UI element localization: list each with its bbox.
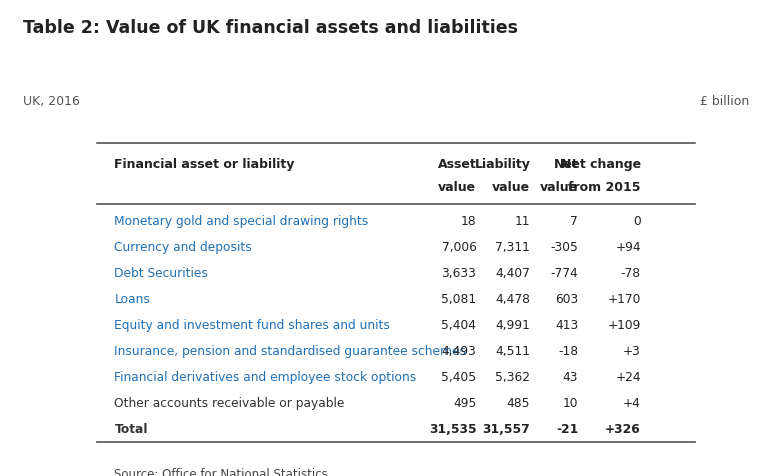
Text: Liability: Liability (474, 158, 530, 171)
Text: 31,557: 31,557 (482, 423, 530, 436)
Text: 43: 43 (563, 371, 578, 384)
Text: +109: +109 (608, 319, 641, 332)
Text: 5,405: 5,405 (442, 371, 476, 384)
Text: Financial asset or liability: Financial asset or liability (114, 158, 295, 171)
Text: value: value (438, 181, 476, 194)
Text: Loans: Loans (114, 293, 151, 306)
Text: 7,311: 7,311 (496, 241, 530, 254)
Text: -18: -18 (558, 345, 578, 358)
Text: Insurance, pension and standardised guarantee schemes: Insurance, pension and standardised guar… (114, 345, 466, 358)
Text: 18: 18 (461, 215, 476, 228)
Text: 5,404: 5,404 (442, 319, 476, 332)
Text: 31,535: 31,535 (428, 423, 476, 436)
Text: UK, 2016: UK, 2016 (23, 95, 80, 108)
Text: 4,407: 4,407 (496, 267, 530, 280)
Text: 4,991: 4,991 (496, 319, 530, 332)
Text: 4,478: 4,478 (496, 293, 530, 306)
Text: +94: +94 (615, 241, 641, 254)
Text: 5,081: 5,081 (442, 293, 476, 306)
Text: 0: 0 (633, 215, 641, 228)
Text: Financial derivatives and employee stock options: Financial derivatives and employee stock… (114, 371, 417, 384)
Text: 495: 495 (453, 397, 476, 410)
Text: Source: Office for National Statistics: Source: Office for National Statistics (114, 467, 328, 476)
Text: 7: 7 (571, 215, 578, 228)
Text: 5,362: 5,362 (496, 371, 530, 384)
Text: Asset: Asset (438, 158, 476, 171)
Text: 4,493: 4,493 (442, 345, 476, 358)
Text: Table 2: Value of UK financial assets and liabilities: Table 2: Value of UK financial assets an… (23, 19, 518, 37)
Text: Monetary gold and special drawing rights: Monetary gold and special drawing rights (114, 215, 369, 228)
Text: +3: +3 (623, 345, 641, 358)
Text: Total: Total (114, 423, 148, 436)
Text: 413: 413 (555, 319, 578, 332)
Text: 603: 603 (555, 293, 578, 306)
Text: Currency and deposits: Currency and deposits (114, 241, 252, 254)
Text: 11: 11 (515, 215, 530, 228)
Text: 485: 485 (506, 397, 530, 410)
Text: +170: +170 (608, 293, 641, 306)
Text: 7,006: 7,006 (442, 241, 476, 254)
Text: -78: -78 (621, 267, 641, 280)
Text: 4,511: 4,511 (496, 345, 530, 358)
Text: -21: -21 (556, 423, 578, 436)
Text: -774: -774 (550, 267, 578, 280)
Text: value: value (540, 181, 578, 194)
Text: +24: +24 (615, 371, 641, 384)
Text: £ billion: £ billion (699, 95, 749, 108)
Text: from 2015: from 2015 (568, 181, 641, 194)
Text: value: value (492, 181, 530, 194)
Text: +4: +4 (623, 397, 641, 410)
Text: 3,633: 3,633 (442, 267, 476, 280)
Text: +326: +326 (605, 423, 641, 436)
Text: Equity and investment fund shares and units: Equity and investment fund shares and un… (114, 319, 391, 332)
Text: 10: 10 (563, 397, 578, 410)
Text: Net: Net (554, 158, 578, 171)
Text: Other accounts receivable or payable: Other accounts receivable or payable (114, 397, 345, 410)
Text: Net change: Net change (560, 158, 641, 171)
Text: Debt Securities: Debt Securities (114, 267, 208, 280)
Text: -305: -305 (550, 241, 578, 254)
